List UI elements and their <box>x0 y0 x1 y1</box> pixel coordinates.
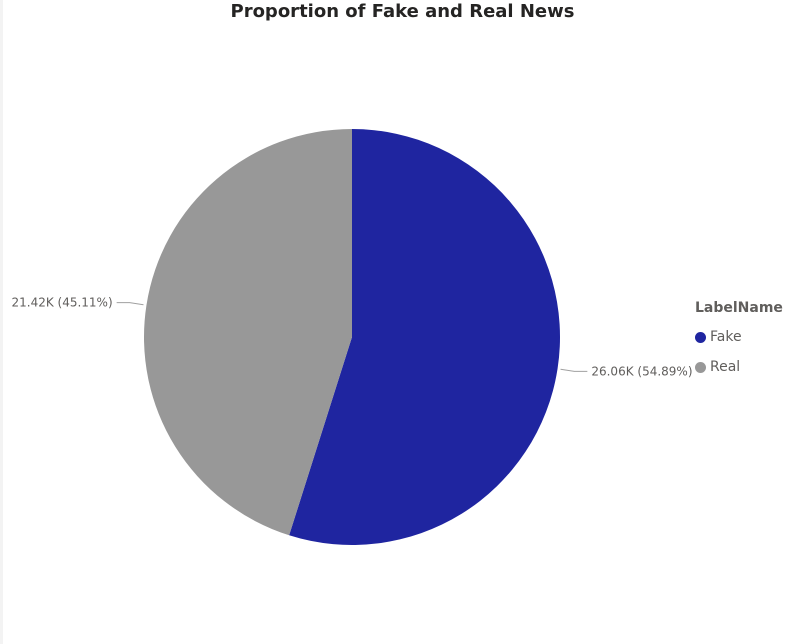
legend-label-real: Real <box>710 359 741 375</box>
legend-item-fake[interactable]: Fake <box>695 322 800 352</box>
data-labels: 26.06K (54.89%) 21.42K (45.11%) <box>11 296 692 379</box>
leader-lines <box>116 302 588 372</box>
leader-line-real <box>116 302 144 306</box>
data-label-real: 21.42K (45.11%) <box>11 296 112 310</box>
legend-item-real[interactable]: Real <box>695 352 800 382</box>
pie-slices <box>144 129 560 545</box>
data-label-fake: 26.06K (54.89%) <box>591 364 692 378</box>
legend: LabelName Fake Real <box>695 298 800 382</box>
visual-left-border <box>0 0 3 644</box>
legend-dot-fake <box>695 331 706 343</box>
legend-title: LabelName <box>695 300 783 316</box>
chart-title: Proportion of Fake and Real News <box>230 1 575 22</box>
pie-slice-fake[interactable] <box>289 129 560 545</box>
legend-label-fake: Fake <box>710 329 742 345</box>
legend-dot-real <box>695 361 706 373</box>
leader-line-fake <box>560 368 588 372</box>
pie-slice-real[interactable] <box>144 129 352 536</box>
